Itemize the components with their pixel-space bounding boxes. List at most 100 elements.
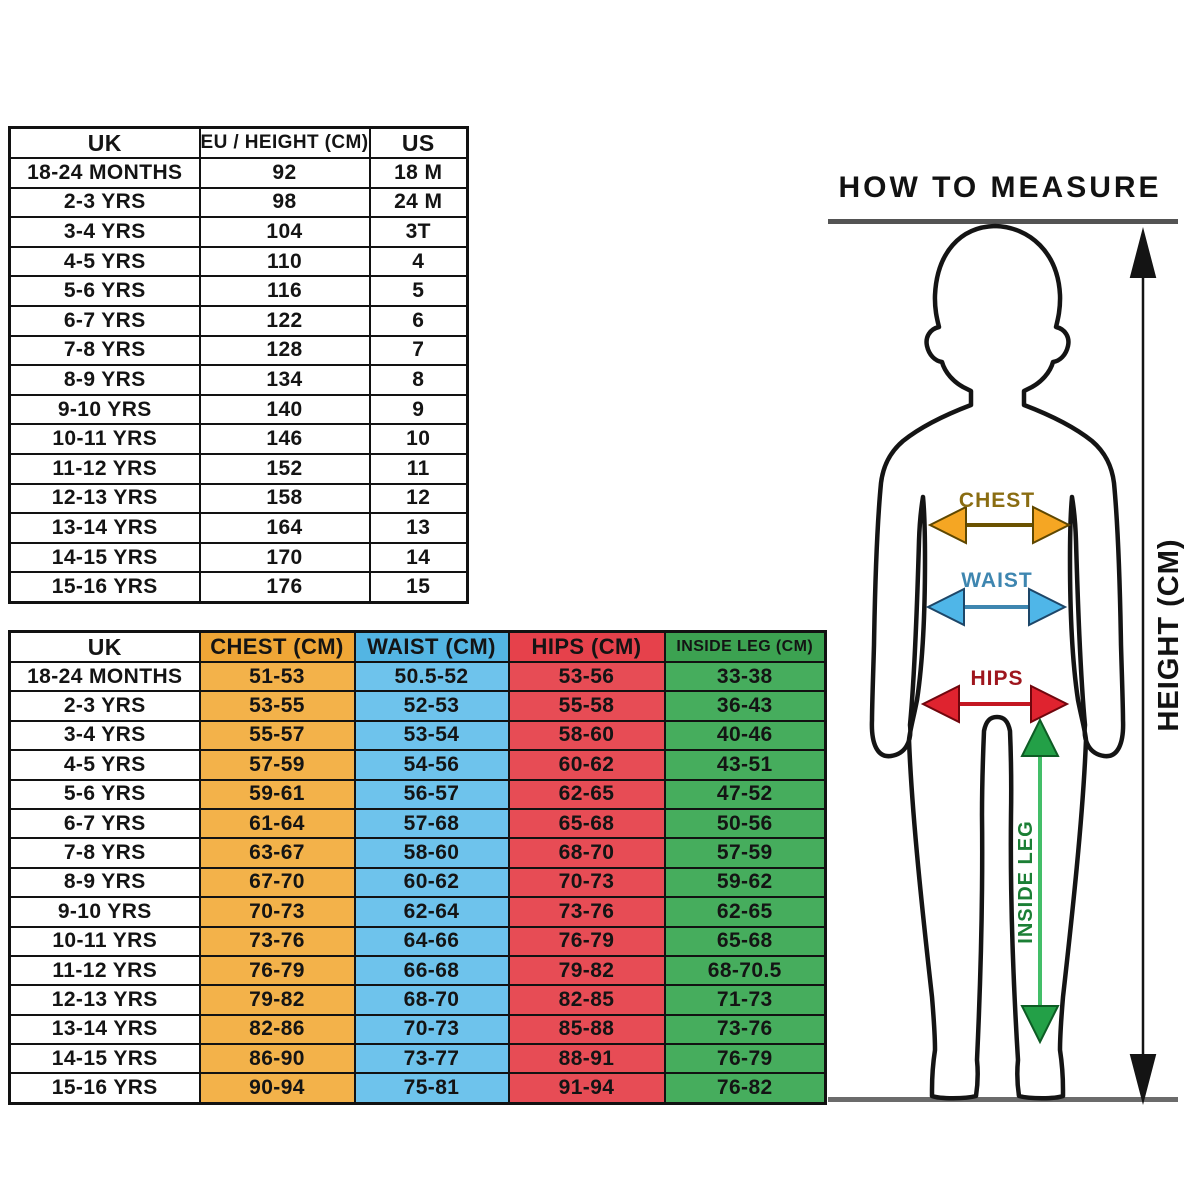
table-cell: 6 [368, 304, 469, 337]
table-cell: 86-90 [198, 1043, 356, 1075]
table-cell: 11-12 YRS [8, 452, 201, 485]
table-row: 4-5 YRS 57-59 54-56 60-62 43-51 [8, 749, 827, 781]
table-cell: 76-82 [663, 1072, 827, 1105]
table-cell: 90-94 [198, 1072, 356, 1105]
table-row: 3-4 YRS 55-57 53-54 58-60 40-46 [8, 719, 827, 752]
table-cell: 11-12 YRS [8, 954, 201, 987]
table-cell: 68-70 [353, 984, 510, 1016]
column-header: UK [8, 126, 201, 159]
table-row: 11-12 YRS 152 11 [8, 452, 469, 485]
table-row: 4-5 YRS 110 4 [8, 245, 469, 278]
table-cell: 54-56 [353, 749, 510, 781]
how-to-measure-title: HOW TO MEASURE [838, 171, 1162, 204]
table-cell: 73-77 [353, 1043, 510, 1075]
table-cell: 6-7 YRS [8, 304, 201, 337]
table-cell: 68-70.5 [663, 954, 827, 987]
table-row: 6-7 YRS 122 6 [8, 304, 469, 337]
table-row: 15-16 YRS 90-94 75-81 91-94 76-82 [8, 1072, 827, 1105]
table-cell: 152 [198, 452, 371, 485]
table-cell: 85-88 [507, 1013, 666, 1046]
table-cell: 56-57 [353, 778, 510, 810]
table-cell: 164 [198, 512, 371, 544]
body-measurement-diagram [869, 223, 1157, 1105]
ground-line [828, 1097, 1178, 1102]
table-cell: 4 [368, 245, 469, 278]
table-cell: 3-4 YRS [8, 719, 201, 752]
size-conversion-table: UK EU / HEIGHT (CM) US 18-24 MONTHS 92 18 M 2-… [8, 126, 469, 604]
table-cell: 15-16 YRS [8, 571, 201, 604]
column-header: CHEST (CM) [198, 630, 356, 663]
column-header: INSIDE LEG (CM) [663, 630, 827, 663]
table-cell: 140 [198, 393, 371, 426]
table-cell: 58-60 [507, 719, 666, 752]
table-cell: 176 [198, 571, 371, 604]
table-cell: 50.5-52 [353, 660, 510, 693]
table-cell: 92 [198, 157, 371, 189]
table-cell: 9-10 YRS [8, 393, 201, 426]
table-cell: 5 [368, 275, 469, 307]
table-cell: 134 [198, 364, 371, 396]
table-cell: 47-52 [663, 778, 827, 810]
height-label: HEIGHT (CM) [1153, 538, 1185, 732]
table-cell: 59-62 [663, 866, 827, 899]
table-cell: 13 [368, 512, 469, 544]
table-cell: 75-81 [353, 1072, 510, 1105]
table-cell: 76-79 [507, 925, 666, 957]
title-underline [828, 219, 1178, 224]
waist-arrow [925, 587, 1068, 627]
table-row: 6-7 YRS 61-64 57-68 65-68 50-56 [8, 807, 827, 840]
table-cell: 82-85 [507, 984, 666, 1016]
table-row: 13-14 YRS 164 13 [8, 512, 469, 544]
table-cell: 66-68 [353, 954, 510, 987]
table-row: 13-14 YRS 82-86 70-73 85-88 73-76 [8, 1013, 827, 1046]
table-cell: 67-70 [198, 866, 356, 899]
table-row: 9-10 YRS 70-73 62-64 73-76 62-65 [8, 896, 827, 928]
header-row: UK CHEST (CM) WAIST (CM) HIPS (CM) INSIDE LE… [8, 630, 827, 663]
table-cell: 14 [368, 541, 469, 574]
table-cell: 12-13 YRS [8, 984, 201, 1016]
table-cell: 73-76 [663, 1013, 827, 1046]
table-cell: 79-82 [507, 954, 666, 987]
body-silhouette-figure [869, 223, 1126, 1101]
table-cell: 12 [368, 482, 469, 515]
table-cell: 57-59 [663, 837, 827, 869]
table-cell: 59-61 [198, 778, 356, 810]
table-row: 7-8 YRS 63-67 58-60 68-70 57-59 [8, 837, 827, 869]
table-row: 14-15 YRS 86-90 73-77 88-91 76-79 [8, 1043, 827, 1075]
table-cell: 43-51 [663, 749, 827, 781]
table-cell: 116 [198, 275, 371, 307]
body-measurements-table: UK CHEST (CM) WAIST (CM) HIPS (CM) INSIDE LE… [8, 630, 827, 1105]
table-cell: 62-65 [507, 778, 666, 810]
table-cell: 58-60 [353, 837, 510, 869]
table-cell: 10-11 YRS [8, 925, 201, 957]
table-cell: 65-68 [663, 925, 827, 957]
height-arrow [1129, 227, 1157, 1105]
table-cell: 5-6 YRS [8, 778, 201, 810]
table-cell: 53-55 [198, 690, 356, 722]
table-cell: 18-24 MONTHS [8, 660, 201, 693]
table-cell: 146 [198, 423, 371, 455]
table-cell: 2-3 YRS [8, 186, 201, 219]
table-cell: 51-53 [198, 660, 356, 693]
table-cell: 40-46 [663, 719, 827, 752]
table-cell: 170 [198, 541, 371, 574]
table-cell: 79-82 [198, 984, 356, 1016]
table-row: 5-6 YRS 59-61 56-57 62-65 47-52 [8, 778, 827, 810]
table-row: 11-12 YRS 76-79 66-68 79-82 68-70.5 [8, 954, 827, 987]
column-header: US [368, 126, 469, 159]
table-cell: 33-38 [663, 660, 827, 693]
table-cell: 4-5 YRS [8, 749, 201, 781]
table-cell: 7-8 YRS [8, 334, 201, 367]
table-cell: 55-57 [198, 719, 356, 752]
table-cell: 55-58 [507, 690, 666, 722]
table-cell: 9-10 YRS [8, 896, 201, 928]
table-cell: 18 M [368, 157, 469, 189]
table-cell: 71-73 [663, 984, 827, 1016]
waist-label: WAIST [961, 569, 1033, 592]
table-cell: 8 [368, 364, 469, 396]
table-cell: 57-59 [198, 749, 356, 781]
table-cell: 128 [198, 334, 371, 367]
table-cell: 24 M [368, 186, 469, 219]
table-row: 8-9 YRS 134 8 [8, 364, 469, 396]
